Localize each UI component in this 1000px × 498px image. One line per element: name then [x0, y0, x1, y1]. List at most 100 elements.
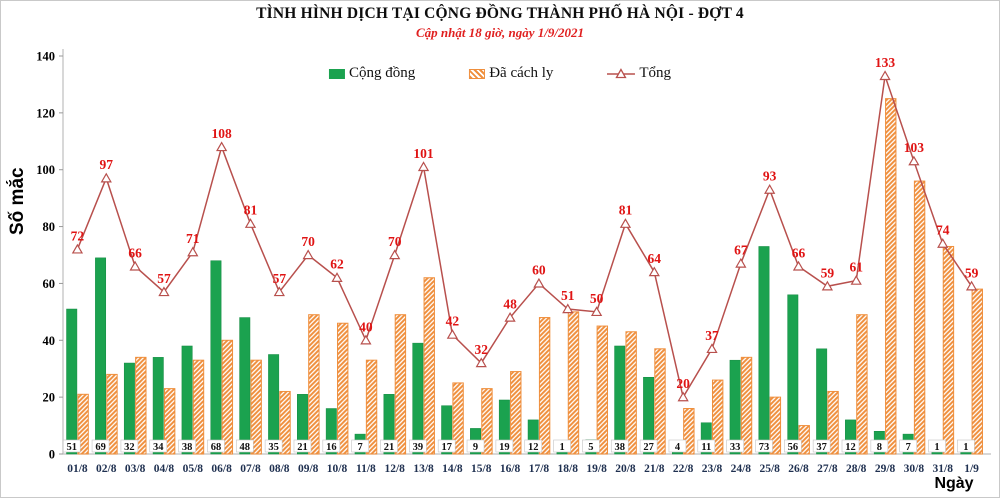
bar-cong-dong [845, 419, 856, 455]
total-value-label: 66 [128, 245, 142, 260]
bar-da-cach-ly [596, 325, 609, 455]
value-label-box [639, 439, 658, 453]
bar-value-label: 16 [326, 442, 337, 453]
bar-cong-dong [123, 362, 135, 455]
x-tick-label: 13/8 [413, 463, 434, 475]
bar-da-cach-ly [942, 245, 955, 455]
total-value-label: 59 [821, 265, 835, 280]
x-tick-label: 31/8 [933, 463, 954, 475]
bar-value-label: 7 [906, 442, 911, 453]
value-label-box [524, 439, 543, 453]
bar-da-cach-ly [423, 277, 435, 455]
bar-value-label: 11 [701, 442, 711, 453]
bar-value-label: 19 [499, 442, 510, 453]
y-tick-label: 100 [36, 163, 55, 177]
total-value-label: 81 [619, 203, 633, 218]
x-tick-label: 09/8 [298, 463, 319, 475]
bar-da-cach-ly [625, 331, 637, 455]
bar-da-cach-ly [394, 314, 407, 455]
bar-value-label: 69 [95, 442, 106, 453]
x-tick-label: 27/8 [817, 463, 838, 475]
bar-value-label: 38 [615, 442, 626, 453]
x-tick-label: 24/8 [731, 463, 752, 475]
hatched-bar-swatch-icon [469, 68, 486, 79]
bar-cong-dong [700, 422, 712, 455]
chart-subtitle: Cập nhật 18 giờ, ngày 1/9/2021 [415, 25, 585, 40]
bar-value-label: 73 [759, 442, 770, 453]
total-value-label: 81 [244, 203, 258, 218]
total-value-label: 108 [212, 126, 233, 141]
value-label-box [841, 439, 860, 453]
bar-da-cach-ly [856, 314, 868, 455]
bar-value-label: 51 [66, 442, 77, 453]
bar-cong-dong [181, 345, 193, 455]
total-value-label: 67 [734, 243, 748, 258]
total-marker [417, 161, 430, 172]
y-tick-label: 80 [43, 220, 56, 234]
total-value-label: 40 [359, 319, 373, 334]
value-label-box [149, 439, 168, 453]
total-marker [879, 70, 891, 81]
total-marker [648, 266, 660, 277]
total-marker [850, 274, 862, 285]
x-tick-label: 21/8 [644, 463, 665, 475]
bar-da-cach-ly [683, 408, 695, 455]
value-label-box [120, 439, 139, 453]
value-label-box [380, 439, 398, 453]
bar-value-label: 4 [675, 442, 681, 453]
x-tick-label: 05/8 [183, 463, 204, 475]
bar-value-label: 21 [297, 442, 308, 453]
bar-da-cach-ly [654, 348, 666, 455]
bar-cong-dong [787, 294, 799, 455]
x-tick-label: 12/8 [384, 463, 405, 475]
bar-value-label: 5 [588, 442, 593, 453]
value-label-box [870, 439, 889, 453]
total-marker [908, 155, 920, 166]
bar-da-cach-ly [567, 311, 580, 455]
x-tick-label: 25/8 [759, 463, 780, 475]
legend-label-tong: Tổng [639, 65, 672, 81]
total-marker [533, 277, 545, 288]
total-value-label: 97 [100, 157, 114, 172]
total-marker [187, 246, 199, 257]
bar-da-cach-ly [221, 339, 234, 455]
bar-cong-dong [383, 394, 395, 455]
total-marker [331, 272, 343, 282]
total-value-label: 74 [936, 223, 950, 238]
y-tick-label: 120 [36, 106, 55, 120]
total-marker [302, 249, 314, 260]
bar-cong-dong [268, 354, 280, 455]
total-value-label: 59 [965, 265, 979, 280]
bar-cong-dong [816, 348, 828, 455]
value-label-box [610, 439, 629, 453]
total-marker [158, 286, 170, 297]
bar-cong-dong [325, 408, 337, 455]
total-marker [735, 257, 747, 268]
x-axis-title: Ngày [934, 475, 974, 492]
y-tick-label: 140 [36, 50, 55, 64]
bar-cong-dong [66, 308, 78, 455]
value-label-box [957, 439, 975, 453]
x-tick-label: 29/8 [875, 463, 896, 475]
total-value-label: 57 [157, 271, 171, 286]
bar-da-cach-ly [106, 373, 118, 455]
total-marker [821, 280, 833, 291]
value-label-box [351, 439, 369, 453]
x-tick-label: 10/8 [327, 463, 348, 475]
value-label-box [726, 439, 744, 453]
bar-da-cach-ly [827, 390, 839, 455]
bar-da-cach-ly [365, 359, 378, 455]
x-tick-label: 06/8 [211, 463, 232, 475]
value-label-box [553, 439, 571, 453]
bar-value-label: 1 [934, 442, 939, 453]
bar-da-cach-ly [163, 388, 176, 455]
y-axis-title: Số mắc [7, 167, 28, 235]
bar-value-label: 39 [413, 442, 424, 453]
bar-value-label: 7 [358, 442, 363, 453]
bar-da-cach-ly [452, 382, 464, 455]
total-marker [216, 141, 228, 152]
bar-da-cach-ly [885, 98, 897, 455]
legend-label-da-cach-ly: Đã cách ly [489, 65, 554, 81]
total-value-label: 32 [474, 342, 488, 357]
bar-da-cach-ly [250, 359, 262, 455]
